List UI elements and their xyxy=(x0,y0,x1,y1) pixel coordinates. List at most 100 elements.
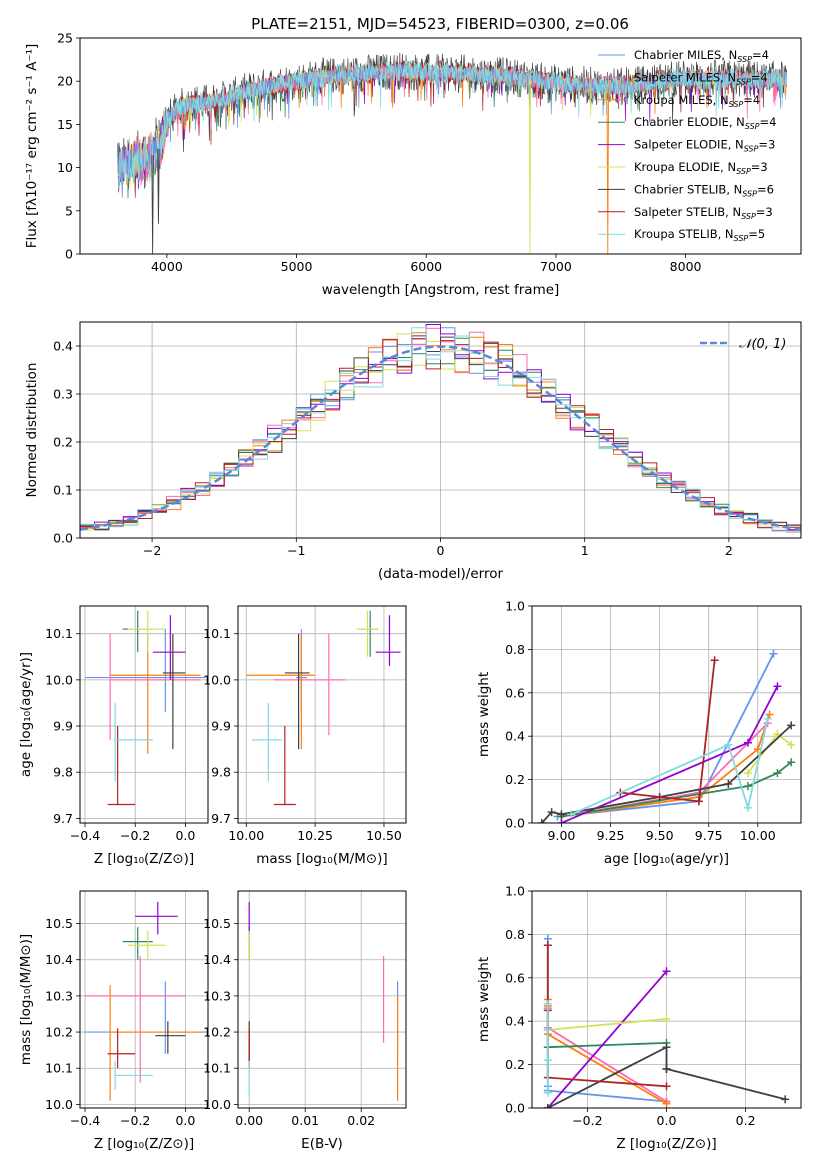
spectrum-dip xyxy=(528,79,532,254)
axes-frame xyxy=(531,605,802,824)
y-tick-label: 9.9 xyxy=(211,719,231,734)
y-tick-label: 9.8 xyxy=(53,765,73,780)
x-tick-label: 10.00 xyxy=(228,828,264,843)
y-tick-label: 10 xyxy=(57,160,73,175)
legend-text: Salpeter STELIB, N xyxy=(634,205,741,219)
panel-residuals: −2 −1 0 1 2 0.0 0.1 0.2 0.3 0.4 (data-model)/error… xyxy=(24,321,802,582)
x-tick-label: 0.0 xyxy=(175,828,195,843)
y-tick-label: 1.0 xyxy=(505,884,525,899)
y-tick-label: 0.2 xyxy=(53,435,73,450)
axes-frame xyxy=(79,37,802,255)
chart-title: PLATE=2151, MJD=54523, FIBERID=0300, z=0… xyxy=(251,15,629,33)
point-kroupa-stelib xyxy=(114,702,153,782)
x-tick-label: 0 xyxy=(437,543,445,558)
y-tick-label: 10.2 xyxy=(45,1025,73,1040)
plot-area xyxy=(80,891,208,1108)
y-tick-label: 10.1 xyxy=(203,1061,231,1076)
y-tick-label: 0.2 xyxy=(505,1057,525,1072)
series-line xyxy=(557,653,775,818)
legend-label: Kroupa ELODIE, NSSP=3 xyxy=(634,160,768,176)
spectrum-kroupa-stelib xyxy=(117,60,788,191)
spectrum-dip xyxy=(151,155,154,254)
point-chabrier-stelib xyxy=(284,633,310,750)
x-tick-label: 2 xyxy=(725,543,733,558)
x-tick-label: 0.02 xyxy=(347,1113,375,1128)
y-tick-label: 0.4 xyxy=(53,339,73,354)
x-tick-label: 6000 xyxy=(410,259,442,274)
y-axis-label: Flux [fλ10⁻¹⁷ erg cm⁻² s⁻¹ A⁻¹] xyxy=(24,44,40,249)
y-tick-label: 0.4 xyxy=(505,1014,525,1029)
legend-text: Salpeter ELODIE, N xyxy=(634,138,744,152)
y-tick-label: 0 xyxy=(65,247,73,262)
y-tick-label: 0.0 xyxy=(505,1101,525,1116)
y-tick-label: 5 xyxy=(65,203,73,218)
point-kroupa-miles xyxy=(110,633,201,754)
x-tick-label: 8000 xyxy=(670,259,702,274)
axes-frame xyxy=(79,605,209,824)
spectrum-dip xyxy=(606,87,610,254)
legend-text: Salpeter MILES, N xyxy=(634,70,736,84)
point-kroupa-miles xyxy=(246,633,316,750)
point-chabrier-stelib xyxy=(162,633,186,750)
legend-label: Salpeter ELODIE, NSSP=3 xyxy=(634,138,775,154)
y-tick-label: 10.4 xyxy=(203,952,231,967)
y-tick-label: 10.2 xyxy=(203,1025,231,1040)
point-salpeter-stelib xyxy=(273,726,296,806)
series-kroupa-stelib xyxy=(567,714,772,819)
point-chabrier-miles xyxy=(85,629,206,713)
y-axis-label: mass weight xyxy=(476,672,492,757)
legend-sub: SSP xyxy=(736,167,751,176)
series-line xyxy=(561,685,779,823)
y-tick-label: 9.7 xyxy=(211,811,231,826)
y-axis-label: mass [log₁₀(M/M⊙)] xyxy=(18,934,34,1065)
point-salpeter-stelib xyxy=(107,726,136,806)
x-tick-label: 9.50 xyxy=(646,828,674,843)
legend-label: Salpeter STELIB, NSSP=3 xyxy=(634,205,773,221)
point-salpeter-miles xyxy=(109,633,201,740)
legend-value: =5 xyxy=(748,227,765,241)
y-tick-label: 0.6 xyxy=(505,685,525,700)
y-tick-label: 10.0 xyxy=(45,672,73,687)
legend-label: Salpeter MILES, NSSP=4 xyxy=(634,70,768,86)
legend-sub: SSP xyxy=(745,122,760,131)
x-axis-label: E(B-V) xyxy=(301,1136,343,1152)
x-axis-label: mass [log₁₀(M/M⊙)] xyxy=(256,851,387,867)
x-tick-label: 0.2 xyxy=(736,1113,756,1128)
series-line xyxy=(547,1018,667,1031)
point-salpeter-miles xyxy=(273,633,346,736)
plot-area xyxy=(80,322,801,538)
x-axis-label: Z [log₁₀(Z/Z⊙)] xyxy=(94,851,194,867)
x-tick-label: 5000 xyxy=(281,259,313,274)
panel-age_vs_Z: −0.4 −0.2 0.0 9.7 9.8 9.9 10.0 10.1 Z [log₁₀(Z/Z… xyxy=(18,605,209,867)
legend-label: Chabrier STELIB, NSSP=6 xyxy=(634,182,774,198)
y-tick-label: 10.0 xyxy=(203,1097,231,1112)
x-tick-label: 10.50 xyxy=(366,828,402,843)
plot-area xyxy=(238,606,406,823)
point-salpeter-elodie xyxy=(152,615,186,680)
y-tick-label: 10.3 xyxy=(45,988,73,1003)
legend-label: Chabrier ELODIE, NSSP=4 xyxy=(634,115,776,131)
x-tick-label: 0.01 xyxy=(291,1113,319,1128)
x-tick-label: −0.2 xyxy=(572,1113,602,1128)
point-salpeter-miles xyxy=(85,956,186,1083)
legend-value: =4 xyxy=(760,115,777,129)
x-axis-label: Z [log₁₀(Z/Z⊙)] xyxy=(616,1136,716,1152)
point-salpeter-stelib xyxy=(107,1028,136,1069)
point-salpeter-elodie xyxy=(375,615,401,667)
y-tick-label: 0.4 xyxy=(505,729,525,744)
x-tick-label: 0.0 xyxy=(657,1113,677,1128)
legend-label: Chabrier MILES, NSSP=4 xyxy=(634,48,769,64)
point-salpeter-elodie xyxy=(135,901,178,935)
y-tick-label: 9.8 xyxy=(211,765,231,780)
y-tick-label: 10.1 xyxy=(45,1061,73,1076)
legend-sub: SSP xyxy=(736,77,751,86)
y-tick-label: 0.0 xyxy=(53,531,73,546)
series-line xyxy=(547,1042,667,1049)
plot-area xyxy=(238,891,406,1108)
plot-area xyxy=(117,52,788,254)
series-line xyxy=(547,970,668,1108)
point-chabrier-stelib xyxy=(155,1021,186,1054)
panel-mass_weight_vs_Z: −0.2 0.0 0.2 0.0 0.2 0.4 0.6 0.8 1.0 Z [log₁₀(Z/Z… xyxy=(476,884,802,1152)
y-tick-label: 10.0 xyxy=(203,672,231,687)
legend-text: Chabrier MILES, N xyxy=(634,48,737,62)
